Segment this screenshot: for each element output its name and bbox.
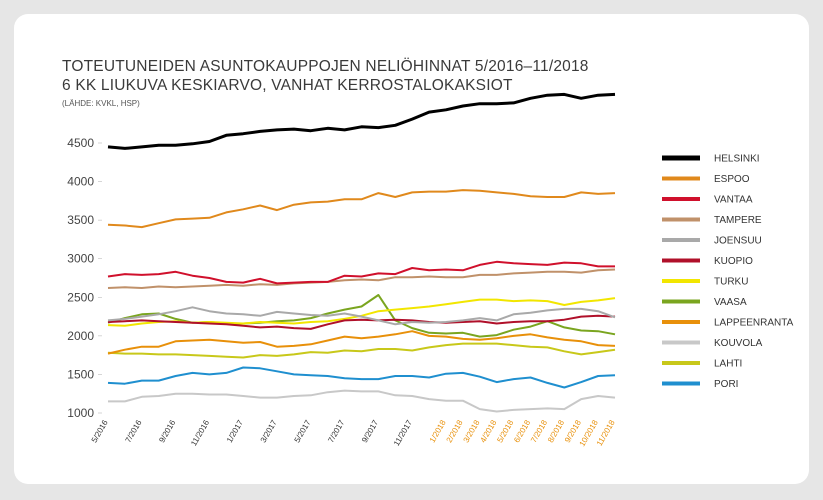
chart-source: (LÄHDE: KVKL, HSP) (62, 99, 140, 108)
y-tick-label: 3500 (67, 213, 94, 227)
legend-label: PORI (714, 379, 738, 390)
x-tick-label: 3/2017 (259, 418, 279, 444)
x-tick-label: 11/2017 (392, 418, 414, 448)
x-tick-label: 5/2017 (293, 418, 313, 444)
legend-label: TURKU (714, 277, 748, 288)
y-tick-label: 4500 (67, 136, 94, 150)
series-line (107, 314, 616, 330)
legend-label: HELSINKI (714, 154, 760, 165)
series-line (107, 306, 616, 326)
card (14, 14, 809, 484)
legend-label: VAASA (714, 297, 747, 308)
series-line (107, 189, 616, 229)
x-tick-label: 7/2016 (124, 418, 144, 444)
series-line (107, 260, 615, 285)
legend-label: KOUVOLA (714, 338, 763, 349)
legend-label: KUOPIO (714, 256, 753, 267)
y-tick-label: 4000 (67, 175, 94, 189)
x-tick-label: 9/2016 (157, 418, 177, 444)
y-tick-label: 2000 (67, 329, 94, 343)
series-line (107, 92, 616, 150)
legend-label: LAPPEENRANTA (714, 318, 794, 329)
y-tick-label: 3000 (67, 252, 94, 266)
legend-label: ESPOO (714, 174, 750, 185)
series-line (107, 268, 616, 289)
series-line (107, 366, 616, 389)
legend-label: JOENSUU (714, 236, 762, 247)
chart-subtitle: 6 KK LIUKUVA KESKIARVO, VANHAT KERROSTAL… (62, 77, 513, 94)
legend-label: VANTAA (714, 195, 753, 206)
chart-title: TOTEUTUNEIDEN ASUNTOKAUPPOJEN NELIÖHINNA… (62, 57, 589, 75)
legend-label: LAHTI (714, 359, 742, 370)
y-tick-label: 1000 (67, 406, 94, 420)
x-tick-label: 7/2017 (326, 418, 346, 444)
series-line (108, 389, 616, 413)
series-line (107, 342, 616, 359)
x-tick-label: 5/2016 (90, 418, 110, 444)
legend-label: TAMPERE (714, 215, 762, 226)
x-tick-label: 11/2016 (189, 418, 211, 448)
series-line (107, 330, 616, 355)
x-tick-label: 9/2017 (360, 418, 380, 444)
y-tick-label: 1500 (67, 367, 94, 381)
y-tick-label: 2500 (67, 290, 94, 304)
x-tick-label: 1/2017 (225, 418, 245, 444)
